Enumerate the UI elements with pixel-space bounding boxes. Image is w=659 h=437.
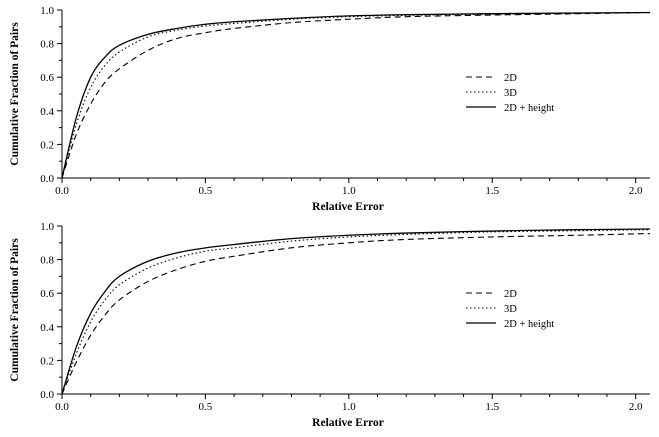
y-tick-label: 0.2	[40, 139, 54, 151]
y-tick-label: 0.8	[40, 255, 54, 267]
chart-panel-1: 0.0 0.5 1.0 1.5 2.0 0.0 0.2 0.4 0.6 0.8 1.0 Relativ…	[9, 5, 651, 213]
y-tick-label: 0.8	[40, 39, 54, 51]
series-line-3d	[61, 229, 651, 395]
series-line-2d	[61, 233, 651, 395]
series-line-2d	[61, 11, 651, 179]
x-tick-label: 1.0	[342, 185, 356, 197]
y-axis-title: Cumulative Fraction of Pairs	[9, 238, 21, 382]
x-tick-label: 0.5	[199, 185, 213, 197]
y-tick-label: 0.4	[40, 106, 54, 118]
x-tick-label: 1.0	[342, 401, 356, 413]
legend-label: 2D	[504, 73, 517, 84]
y-tick-label: 1.0	[40, 5, 54, 17]
x-tick-label: 1.5	[485, 401, 499, 413]
y-tick-label: 0.6	[40, 288, 54, 300]
legend-label: 3D	[504, 88, 517, 99]
legend-label: 3D	[504, 304, 517, 315]
x-axis-title: Relative Error	[312, 201, 384, 213]
series-line-3d	[61, 11, 651, 179]
y-tick-label: 0.0	[40, 389, 54, 401]
y-tick-label: 0.4	[40, 322, 54, 334]
y-tick-label: 0.2	[40, 355, 54, 367]
legend-label: 2D + height	[504, 319, 554, 330]
y-tick-label: 1.0	[40, 221, 54, 233]
chart-panel-2: 0.0 0.5 1.0 1.5 2.0 0.0 0.2 0.4 0.6 0.8 1.0 Relativ…	[9, 221, 651, 429]
x-tick-label: 0.0	[55, 401, 69, 413]
y-tick-label: 0.0	[40, 173, 54, 185]
series-line-2d-height	[61, 228, 651, 395]
x-tick-label: 0.0	[55, 185, 69, 197]
x-tick-label: 1.5	[485, 185, 499, 197]
x-tick-label: 0.5	[199, 401, 213, 413]
legend-label: 2D + height	[504, 103, 554, 114]
y-tick-label: 0.6	[40, 72, 54, 84]
y-axis-title: Cumulative Fraction of Pairs	[9, 22, 21, 166]
x-tick-label: 2.0	[629, 185, 643, 197]
legend-label: 2D	[504, 289, 517, 300]
x-axis-title: Relative Error	[312, 417, 384, 429]
x-tick-label: 2.0	[629, 401, 643, 413]
series-line-2d-height	[61, 11, 651, 179]
